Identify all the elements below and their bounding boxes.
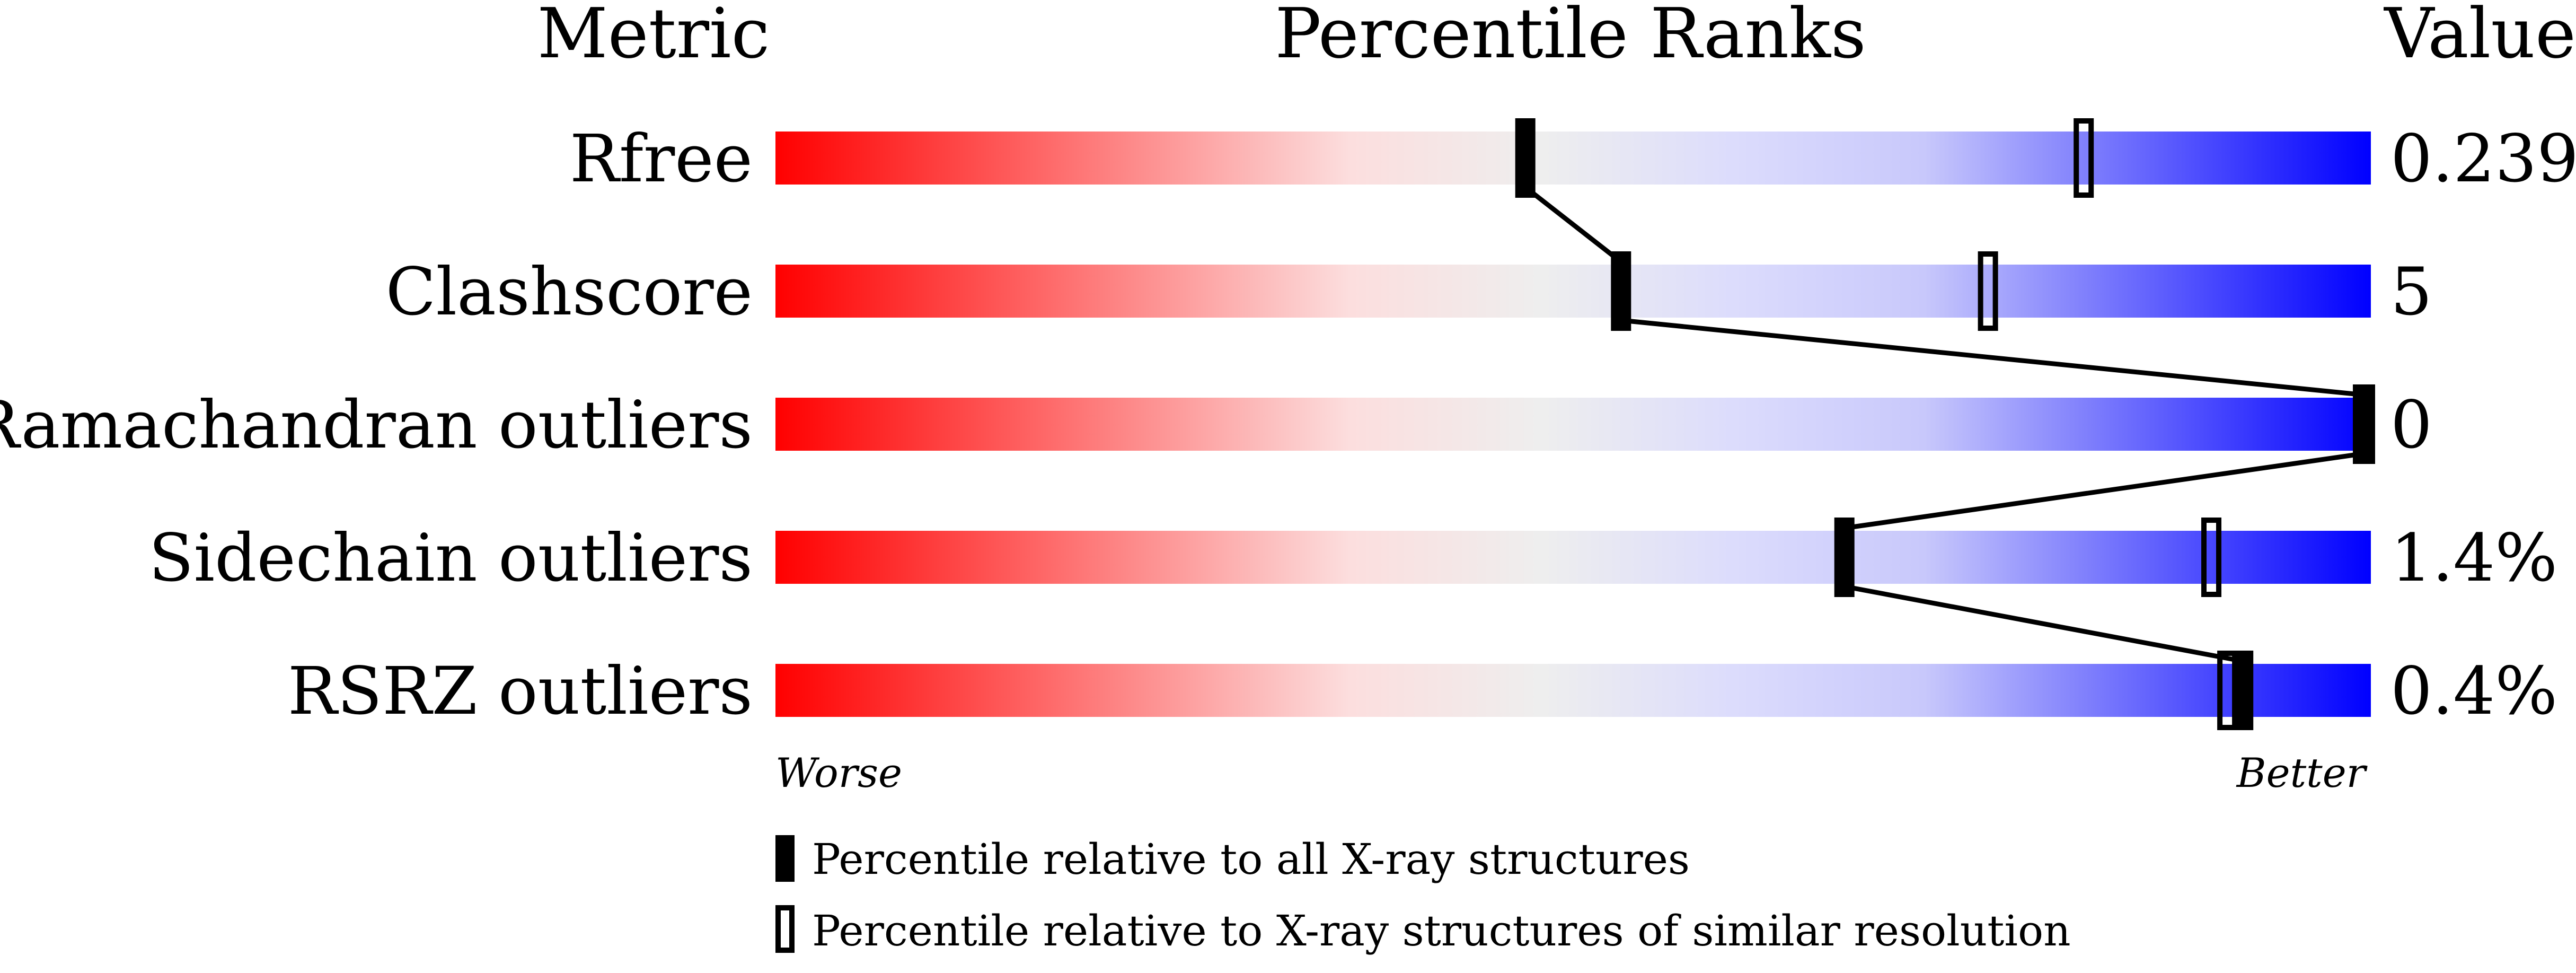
metric-label: Rfree [570, 121, 753, 197]
all-structures-marker [1515, 118, 1536, 198]
worse-label: Worse [775, 749, 902, 796]
percentile-bar [775, 398, 2371, 451]
connector-line [1844, 451, 2366, 531]
legend-all: Percentile relative to all X-ray structu… [812, 835, 1690, 884]
legend-filled-marker-icon [775, 835, 795, 882]
metric-label: Ramachandran outliers [0, 387, 753, 463]
connector-line [1523, 185, 1623, 264]
legend-open-marker-icon [775, 905, 795, 953]
metric-value: 0.239 [2390, 121, 2576, 197]
metric-value: 0.4% [2390, 653, 2557, 730]
similar-resolution-marker [1978, 251, 1998, 331]
percentile-bar [775, 531, 2371, 584]
connector-line [1620, 318, 2366, 398]
header-percentile: Percentile Ranks [1275, 0, 1866, 74]
header-value: Value [2383, 0, 2576, 74]
percentile-bar [775, 265, 2371, 318]
metric-label: Sidechain outliers [149, 520, 753, 597]
metric-label: RSRZ outliers [288, 653, 753, 730]
percentile-bar [775, 132, 2371, 185]
better-label: Better [2236, 749, 2368, 796]
metric-value: 5 [2390, 254, 2432, 330]
connector-line [1843, 584, 2244, 664]
similar-resolution-marker [2074, 118, 2094, 198]
metric-label: Clashscore [386, 254, 753, 330]
similar-resolution-marker [2201, 518, 2221, 597]
all-structures-marker [2233, 651, 2254, 730]
all-structures-marker [1611, 251, 1631, 331]
all-structures-marker [2355, 384, 2375, 464]
legend-similar: Percentile relative to X-ray structures … [812, 906, 2071, 956]
all-structures-marker [1834, 518, 1855, 597]
header-metric: Metric [537, 0, 770, 74]
metric-value: 1.4% [2390, 520, 2557, 597]
metric-value: 0 [2390, 387, 2432, 463]
percentile-bar [775, 664, 2371, 717]
